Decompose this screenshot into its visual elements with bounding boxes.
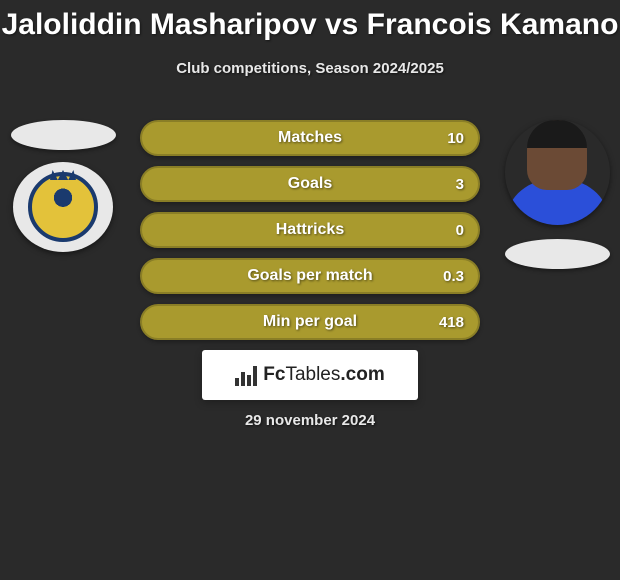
- bar-chart-icon: [235, 364, 257, 386]
- stat-value-right: 0: [456, 222, 464, 239]
- club-badge-inner: [28, 172, 98, 242]
- right-player-photo: [505, 120, 610, 225]
- left-player-placeholder: [11, 120, 116, 150]
- stat-row-goals: Goals 3: [140, 166, 480, 202]
- stat-label: Goals: [288, 175, 332, 193]
- right-player-column: [502, 120, 612, 269]
- right-club-placeholder: [505, 239, 610, 269]
- subtitle: Club competitions, Season 2024/2025: [0, 60, 620, 77]
- left-club-badge: [13, 162, 113, 252]
- stat-row-hattricks: Hattricks 0: [140, 212, 480, 248]
- hair-shape: [527, 120, 587, 148]
- stat-label: Min per goal: [263, 313, 357, 331]
- stat-row-matches: Matches 10: [140, 120, 480, 156]
- stat-label: Goals per match: [247, 267, 372, 285]
- stats-container: Matches 10 Goals 3 Hattricks 0 Goals per…: [140, 120, 480, 350]
- stat-value-right: 0.3: [443, 268, 464, 285]
- page-title: Jaloliddin Masharipov vs Francois Kamano: [0, 0, 620, 42]
- stat-value-right: 3: [456, 176, 464, 193]
- logo-text: FcTables.com: [263, 364, 384, 386]
- stat-value-right: 418: [439, 314, 464, 331]
- date-text: 29 november 2024: [0, 412, 620, 429]
- stat-value-right: 10: [447, 130, 464, 147]
- stat-label: Matches: [278, 129, 342, 147]
- stat-row-min-per-goal: Min per goal 418: [140, 304, 480, 340]
- fctables-logo: FcTables.com: [202, 350, 418, 400]
- stat-row-goals-per-match: Goals per match 0.3: [140, 258, 480, 294]
- left-player-column: [8, 120, 118, 252]
- crown-icon: [50, 170, 76, 180]
- stat-label: Hattricks: [276, 221, 344, 239]
